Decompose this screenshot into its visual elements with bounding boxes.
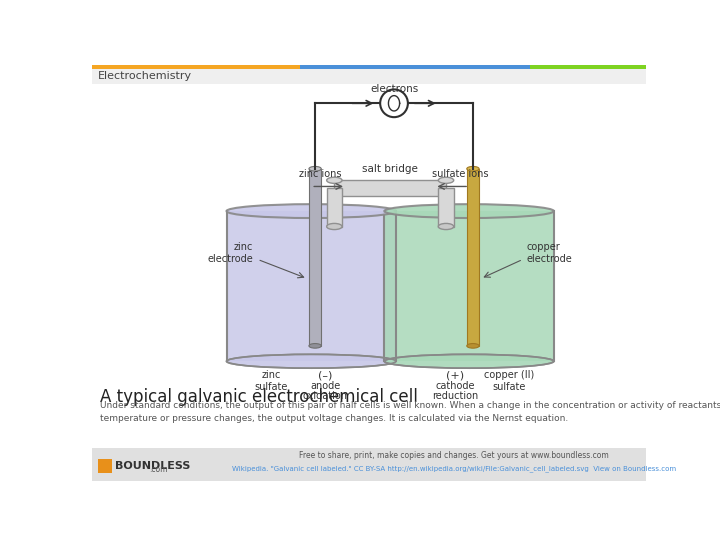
Bar bbox=[92, 65, 300, 69]
Ellipse shape bbox=[227, 354, 396, 368]
Ellipse shape bbox=[309, 166, 321, 171]
Bar bbox=[327, 188, 342, 226]
Text: oxidation: oxidation bbox=[302, 390, 348, 401]
Ellipse shape bbox=[438, 177, 454, 184]
Bar bbox=[384, 211, 554, 361]
Ellipse shape bbox=[384, 354, 554, 368]
Text: Electrochemistry: Electrochemistry bbox=[98, 71, 192, 82]
Text: .com: .com bbox=[150, 464, 168, 474]
Bar bbox=[300, 65, 530, 69]
Ellipse shape bbox=[327, 177, 342, 184]
Ellipse shape bbox=[438, 224, 454, 230]
Bar bbox=[530, 65, 647, 69]
Text: Wikipedia. "Galvanic cell labeled." CC BY-SA http://en.wikipedia.org/wiki/File:G: Wikipedia. "Galvanic cell labeled." CC B… bbox=[232, 465, 676, 471]
Bar bbox=[467, 168, 479, 346]
Bar bbox=[92, 69, 647, 84]
Text: A typical galvanic electrochemical cell: A typical galvanic electrochemical cell bbox=[99, 388, 418, 406]
Text: Free to share, print, make copies and changes. Get yours at www.boundless.com: Free to share, print, make copies and ch… bbox=[299, 451, 608, 461]
Text: BOUNDLESS: BOUNDLESS bbox=[115, 461, 190, 471]
Ellipse shape bbox=[327, 224, 342, 230]
Ellipse shape bbox=[467, 343, 479, 348]
Ellipse shape bbox=[227, 204, 396, 218]
Text: (–): (–) bbox=[318, 370, 333, 381]
Text: sulfate ions: sulfate ions bbox=[431, 169, 488, 179]
Bar bbox=[438, 188, 454, 226]
Text: copper
electrode: copper electrode bbox=[527, 242, 572, 264]
Bar bbox=[309, 168, 321, 346]
Bar bbox=[92, 448, 647, 481]
Bar bbox=[227, 211, 396, 361]
Text: reduction: reduction bbox=[432, 390, 478, 401]
Text: copper (II)
sulfate: copper (II) sulfate bbox=[484, 370, 534, 392]
Text: Under standard conditions, the output of this pair of half cells is well known. : Under standard conditions, the output of… bbox=[99, 401, 720, 423]
Bar bbox=[98, 459, 112, 473]
Text: (+): (+) bbox=[446, 370, 464, 381]
Text: anode: anode bbox=[310, 381, 341, 391]
Ellipse shape bbox=[309, 343, 321, 348]
Circle shape bbox=[380, 90, 408, 117]
Text: zinc
electrode: zinc electrode bbox=[208, 242, 253, 264]
Bar bbox=[334, 180, 446, 195]
Text: cathode: cathode bbox=[436, 381, 475, 391]
Ellipse shape bbox=[384, 204, 554, 218]
Text: zinc ions: zinc ions bbox=[300, 169, 342, 179]
Ellipse shape bbox=[467, 166, 479, 171]
Text: salt bridge: salt bridge bbox=[362, 164, 418, 174]
Text: zinc
sulfate: zinc sulfate bbox=[255, 370, 288, 392]
Text: electrons: electrons bbox=[370, 84, 418, 94]
